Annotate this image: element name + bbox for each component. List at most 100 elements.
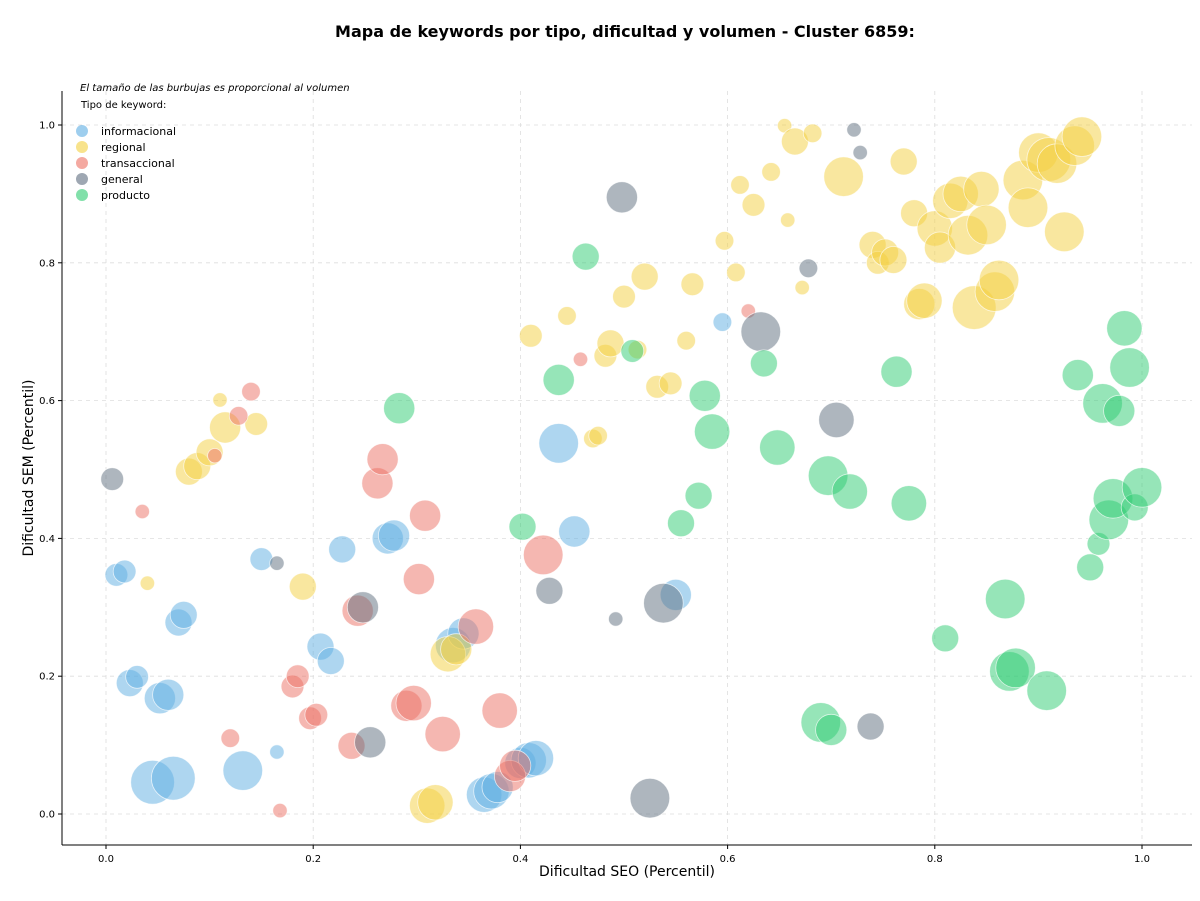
bubble-producto-30 (1109, 347, 1150, 388)
bubble-producto-32 (1121, 467, 1163, 508)
bubble-producto-24 (1076, 553, 1105, 582)
bubble-regional-23 (676, 331, 696, 351)
bubble-informacional-10 (222, 750, 263, 791)
y-axis-label: Dificultad SEM (Percentil) (21, 380, 37, 557)
bubble-regional-34 (802, 123, 823, 144)
bubble-producto-17 (931, 624, 960, 653)
bubble-producto-1 (508, 512, 537, 541)
y-tick-label: 0.0 (39, 810, 55, 821)
bubble-transaccional-7 (285, 664, 310, 688)
bubble-regional-61 (1061, 116, 1103, 157)
bubble-producto-10 (759, 429, 796, 466)
bubble-regional-7 (288, 572, 317, 601)
bubble-producto-7 (688, 379, 721, 412)
points-layer (100, 116, 1163, 824)
bubble-general-6 (605, 181, 638, 214)
x-tick-label: 0.4 (512, 854, 528, 865)
chart-title: Mapa de keywords por tipo, dificultad y … (335, 22, 915, 41)
legend-label-transaccional: transaccional (101, 157, 175, 170)
bubble-informacional-26 (538, 423, 579, 464)
bubble-regional-40 (889, 147, 918, 176)
bubble-transaccional-0 (134, 503, 150, 520)
bubble-transaccional-17 (409, 499, 442, 532)
bubble-size-note: El tamaño de las burbujas es proporciona… (80, 83, 350, 94)
legend-swatch-producto (76, 189, 88, 201)
bubble-transaccional-22 (499, 749, 532, 782)
bubble-transaccional-19 (457, 608, 494, 645)
bubble-general-4 (535, 576, 564, 605)
bubble-informacional-15 (328, 535, 357, 564)
bubble-regional-9 (417, 784, 454, 821)
bubble-general-9 (740, 311, 781, 352)
bubble-regional-53 (978, 259, 1020, 301)
bubble-transaccional-18 (424, 715, 461, 753)
bubble-producto-28 (1103, 394, 1136, 427)
bubble-general-11 (818, 401, 855, 438)
axes-layer: 0.0 0.2 0.4 0.6 0.8 1.0 0.0 0.2 0.4 0.6 0.8 1.0 (39, 91, 1192, 865)
x-axis-label: Dificultad SEO (Percentil) (539, 864, 715, 880)
bubble-general-5 (608, 611, 624, 627)
bubble-regional-0 (139, 575, 155, 591)
bubble-producto-15 (880, 355, 913, 388)
bubble-producto-4 (620, 339, 645, 363)
bubble-producto-3 (571, 242, 600, 271)
bubble-regional-27 (730, 175, 750, 195)
y-tick-label: 0.8 (39, 258, 55, 269)
bubble-informacional-29 (712, 312, 733, 332)
bubble-general-14 (856, 712, 885, 741)
y-tick-label: 0.4 (39, 534, 55, 545)
bubble-transaccional-5 (272, 802, 288, 819)
bubble-transaccional-13 (366, 443, 399, 476)
bubble-regional-25 (714, 231, 735, 251)
bubble-regional-17 (596, 329, 625, 358)
bubble-informacional-7 (151, 755, 196, 801)
bubble-general-10 (798, 258, 819, 279)
bubble-transaccional-2 (220, 728, 241, 748)
bubble-producto-20 (995, 647, 1036, 689)
legend-swatch-transaccional (76, 157, 88, 169)
bubble-general-12 (846, 122, 862, 138)
legend-items: informacional regional transaccional genera… (76, 125, 176, 202)
x-tick-label: 0.0 (98, 854, 114, 865)
bubble-informacional-1 (112, 559, 137, 584)
bubble-informacional-11 (249, 547, 274, 571)
x-tick-label: 1.0 (1134, 854, 1150, 865)
bubble-transaccional-1 (207, 448, 223, 464)
bubble-regional-13 (557, 306, 577, 326)
legend-title: Tipo de keyword: (80, 100, 166, 111)
bubble-transaccional-3 (228, 406, 249, 426)
bubble-regional-20 (630, 262, 659, 291)
bubble-producto-2 (542, 363, 575, 396)
legend-label-informacional: informacional (101, 125, 176, 138)
bubble-general-2 (346, 591, 379, 624)
bubble-transaccional-4 (241, 381, 261, 402)
legend-swatch-informacional (76, 125, 88, 137)
legend: Tipo de keyword: informacional regional tr… (76, 100, 176, 202)
bubble-regional-39 (879, 246, 908, 274)
y-tick-label: 1.0 (39, 121, 55, 132)
bubble-regional-28 (741, 193, 766, 217)
bubble-producto-13 (815, 713, 848, 746)
bubble-regional-33 (794, 279, 810, 296)
bubble-regional-50 (963, 171, 1000, 208)
bubble-transaccional-20 (481, 692, 518, 729)
bubble-informacional-9 (169, 601, 198, 629)
bubble-general-8 (643, 583, 684, 624)
bubble-producto-14 (831, 473, 868, 510)
bubble-producto-16 (890, 485, 928, 522)
bubble-general-7 (629, 778, 671, 819)
bubble-general-1 (269, 555, 285, 571)
bubble-regional-22 (658, 371, 683, 396)
bubble-regional-35 (823, 156, 864, 197)
bubble-regional-55 (1007, 187, 1049, 228)
bubble-informacional-17 (377, 519, 410, 552)
bubble-informacional-14 (316, 647, 345, 675)
bubble-general-13 (852, 145, 868, 161)
y-tick-label: 0.2 (39, 672, 55, 683)
bubble-transaccional-24 (572, 351, 589, 367)
bubble-regional-11 (440, 633, 473, 666)
legend-label-producto: producto (101, 189, 150, 202)
legend-swatch-regional (76, 141, 88, 153)
bubble-regional-24 (680, 272, 705, 297)
